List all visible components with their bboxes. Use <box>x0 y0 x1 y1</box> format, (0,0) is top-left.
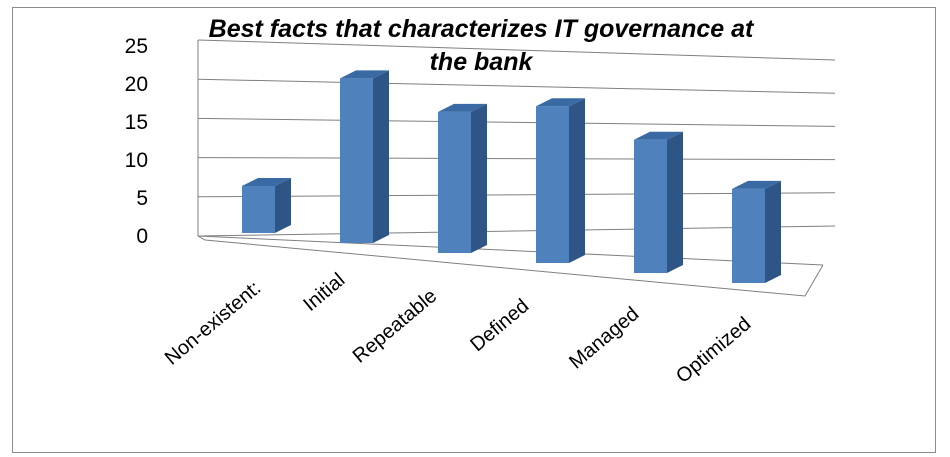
chart-title: Best facts that characterizes IT governa… <box>209 15 755 76</box>
y-tick-label: 5 <box>136 187 148 210</box>
bar-top <box>732 180 781 189</box>
bar-top <box>242 177 291 186</box>
bar-top <box>340 70 389 79</box>
bars <box>242 70 781 283</box>
x-tick-label: Initial <box>299 269 349 316</box>
gridline <box>197 78 836 94</box>
floor-back-edge <box>197 235 824 266</box>
bar <box>536 98 585 263</box>
gridline <box>197 117 836 127</box>
bar-top <box>634 131 683 140</box>
bar-front <box>242 185 275 233</box>
bar <box>732 180 781 283</box>
gridline <box>197 157 836 161</box>
bar-top <box>536 98 585 107</box>
y-tick-label: 10 <box>125 149 148 172</box>
bar-side <box>667 131 683 273</box>
bar-side <box>373 70 389 243</box>
y-tick-label: 0 <box>136 225 148 248</box>
bar-side <box>275 177 291 233</box>
bar-top <box>438 103 487 112</box>
bar-front <box>732 188 765 283</box>
chart-title-line-2: the bank <box>430 48 534 76</box>
x-tick-label: Repeatable <box>349 285 442 368</box>
y-tick-label: 20 <box>125 73 148 96</box>
x-tick-label: Managed <box>565 303 643 373</box>
bar-front <box>340 78 373 243</box>
x-axis-labels: Non-existent: Initial Repeatable Defined Man… <box>161 269 755 388</box>
chart-title-line-1: Best facts that characterizes IT governa… <box>209 15 755 43</box>
gridline <box>197 192 836 198</box>
bar <box>242 177 291 233</box>
x-tick-label: Defined <box>466 295 533 356</box>
bar-side <box>765 180 781 283</box>
y-tick-label: 25 <box>125 35 148 58</box>
bar-front <box>438 111 471 253</box>
bar <box>340 70 389 243</box>
gridline <box>197 225 836 237</box>
bar-front <box>634 139 667 273</box>
x-tick-label: Non-existent: <box>161 277 265 370</box>
floor-outline <box>197 235 824 297</box>
x-tick-label: Optimized <box>672 313 755 388</box>
bar-side <box>569 98 585 263</box>
bar-side <box>471 103 487 253</box>
bar <box>634 131 683 273</box>
axes <box>197 40 824 297</box>
bar <box>438 103 487 253</box>
gridlines <box>197 39 836 237</box>
gridline <box>197 39 836 61</box>
y-axis-ticks: 0 5 10 15 20 25 <box>125 35 148 248</box>
y-tick-label: 15 <box>125 111 148 134</box>
bar-front <box>536 106 569 263</box>
